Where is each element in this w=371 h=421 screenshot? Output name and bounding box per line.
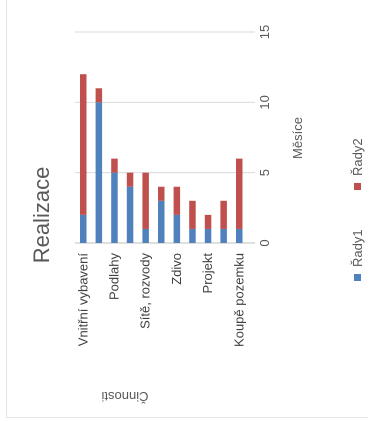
bar-rady1 — [111, 172, 118, 243]
bar-rady2 — [95, 88, 103, 103]
chart-title: Realizace — [29, 167, 54, 264]
category-label: Projekt — [200, 253, 215, 294]
category-label: Vnitřní vybavení — [75, 253, 90, 347]
bar-rady1 — [189, 228, 196, 243]
value-tick-label: 0 — [257, 239, 272, 246]
bar-rady2 — [189, 200, 196, 229]
legend: Řady1 Řady2 — [350, 138, 365, 281]
bar-rady1 — [158, 200, 165, 243]
bar-rady2 — [204, 214, 212, 229]
bar-rady2 — [220, 200, 227, 229]
category-label: Sítě, rozvody — [138, 253, 153, 329]
bar-rady2 — [111, 158, 118, 173]
bar-rady1 — [126, 186, 134, 243]
value-tick-label: 10 — [257, 95, 272, 109]
chart-area: 0 5 10 15 Vnitřní vybavení Podlahy Sítě, rozv… — [6, 0, 368, 418]
bar-rady1 — [236, 228, 243, 243]
value-tick-labels: 0 5 10 15 — [257, 25, 272, 247]
bar-rady2 — [236, 158, 243, 229]
bar-rady1 — [204, 228, 212, 243]
bar-chart: 0 5 10 15 Vnitřní vybavení Podlahy Sítě, rozv… — [29, 25, 365, 404]
bar-rady1 — [220, 228, 227, 243]
legend-label: Řady2 — [350, 138, 365, 176]
bars — [80, 74, 243, 243]
value-axis-title: Měsíce — [290, 117, 305, 159]
bar-rady2 — [158, 186, 165, 201]
legend-swatch-rady1 — [354, 274, 361, 281]
value-tick-label: 5 — [257, 169, 272, 176]
bar-rady1 — [142, 228, 149, 243]
category-axis-title: Činnosti — [101, 389, 148, 404]
category-label: Zdivo — [169, 253, 184, 285]
value-tick-label: 15 — [257, 25, 272, 39]
bar-rady1 — [80, 214, 87, 243]
bar-rady2 — [126, 172, 134, 187]
bar-rady2 — [142, 172, 149, 229]
category-labels: Vnitřní vybavení Podlahy Sítě, rozvody Zdiv… — [75, 253, 246, 347]
bar-rady1 — [173, 214, 181, 243]
category-label: Koupě pozemku — [231, 253, 246, 347]
legend-swatch-rady2 — [354, 183, 361, 190]
bar-rady1 — [95, 102, 103, 243]
category-label: Podlahy — [106, 253, 121, 300]
legend-label: Řady1 — [350, 229, 365, 267]
bar-rady2 — [80, 74, 87, 215]
bar-rady2 — [173, 186, 181, 215]
